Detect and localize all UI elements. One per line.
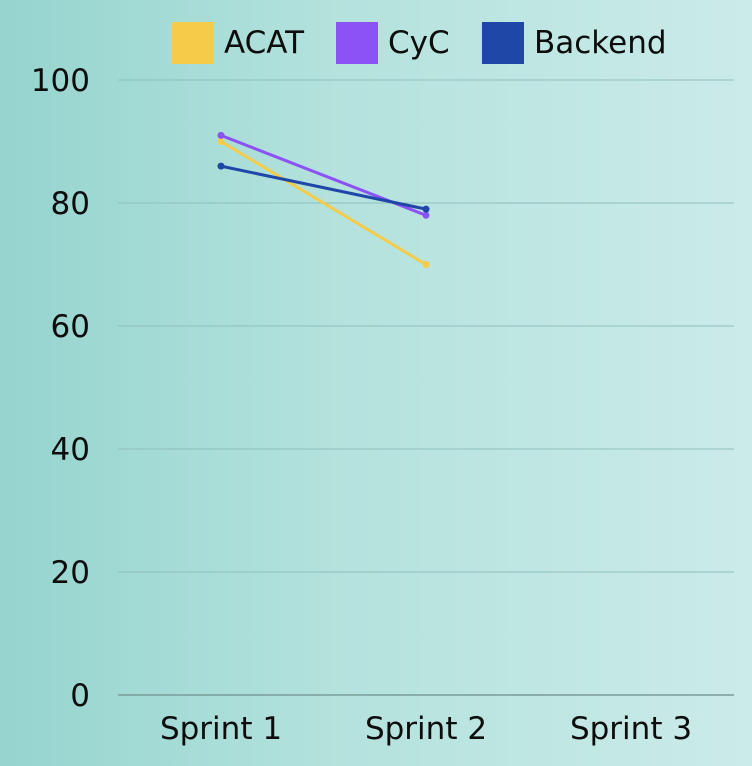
legend-swatch <box>336 22 378 64</box>
data-point-acat <box>422 261 430 268</box>
series-line-backend <box>219 164 428 211</box>
y-tick-label: 80 <box>51 186 90 222</box>
y-tick-label: 20 <box>51 555 90 591</box>
x-tick-label: Sprint 2 <box>365 711 487 747</box>
x-axis: Sprint 1 Sprint 2 Sprint 3 <box>160 711 692 747</box>
x-tick-label: Sprint 1 <box>160 711 282 747</box>
legend-item-cyc: CyC <box>336 22 450 64</box>
legend-item-backend: Backend <box>482 22 667 64</box>
legend-label: ACAT <box>224 25 305 61</box>
legend-swatch <box>172 22 214 64</box>
data-point-cyc <box>422 211 430 219</box>
data-point-acat <box>217 138 225 145</box>
plot-area <box>217 131 430 268</box>
y-axis: 0 20 40 60 80 100 <box>31 63 90 714</box>
y-tick-label: 40 <box>51 432 90 468</box>
x-tick-label: Sprint 3 <box>570 711 692 747</box>
y-tick-label: 0 <box>70 678 90 714</box>
legend: ACAT CyC Backend <box>172 22 667 64</box>
legend-label: Backend <box>534 25 667 61</box>
legend-label: CyC <box>388 25 450 61</box>
data-point-backend <box>422 205 430 213</box>
data-point-backend <box>217 162 225 170</box>
data-point-cyc <box>217 131 225 139</box>
gridlines <box>118 79 734 696</box>
legend-swatch <box>482 22 524 64</box>
legend-item-acat: ACAT <box>172 22 305 64</box>
y-tick-label: 100 <box>31 63 90 99</box>
y-tick-label: 60 <box>51 309 90 345</box>
series-line-acat <box>219 140 428 266</box>
